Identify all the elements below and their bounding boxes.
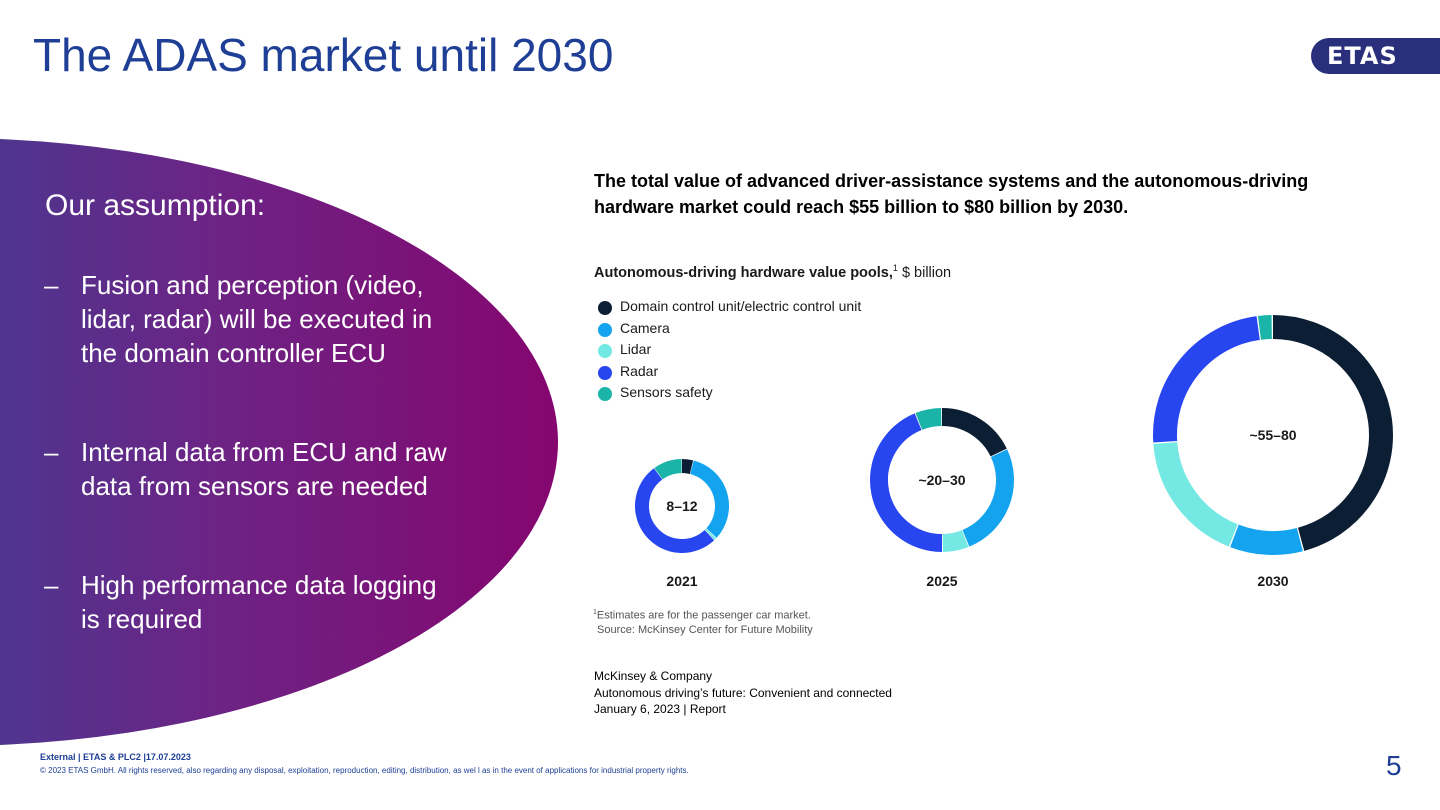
chart-title: Autonomous-driving hardware value pools,… <box>594 263 951 281</box>
donut-year-label: 2030 <box>1257 573 1288 589</box>
donut-segment-camera <box>689 460 729 538</box>
bullet-text: Fusion and perception (video, lidar, rad… <box>81 270 433 368</box>
legend-swatch <box>598 387 612 401</box>
donut-segment-lidar <box>704 528 717 540</box>
donut-segment-radar <box>1153 316 1261 443</box>
donut-charts: 8–12 2021 ~20–30 2025 ~55–80 2030 <box>635 315 1393 589</box>
bullet-dash: – <box>44 570 59 600</box>
etas-logo: ETAS <box>1311 38 1440 74</box>
bullet-text: High performance data logging is require… <box>81 570 437 634</box>
legend-label: Lidar <box>620 341 652 357</box>
bullet-text: Internal data from ECU and raw data from… <box>81 437 447 501</box>
footer-copyright: © 2023 ETAS GmbH. All rights reserved, a… <box>40 766 689 775</box>
bullet-dash: – <box>44 437 59 467</box>
footer-classification: External | ETAS & PLC2 |17.07.2023 <box>40 752 191 762</box>
donut-segment-camera <box>962 449 1014 547</box>
legend-swatch <box>598 365 612 380</box>
donut-year-label: 2021 <box>666 573 697 589</box>
chart-title-unit: $ billion <box>897 264 952 281</box>
footnote-sup: 1 <box>593 609 597 616</box>
assumption-panel: Our assumption: – Fusion and perception … <box>0 138 558 746</box>
donut-total-label: ~55–80 <box>1249 427 1296 443</box>
assumption-heading: Our assumption: <box>45 189 266 222</box>
legend-label: Radar <box>620 362 659 379</box>
chart-headline: The total value of advanced driver-assis… <box>594 171 1309 217</box>
donut-segment-radar <box>870 413 943 552</box>
legend-label: Camera <box>620 319 670 336</box>
footnote-text: Estimates are for the passenger car mark… <box>596 609 811 622</box>
donut-segment-radar <box>635 468 715 553</box>
page-number: 5 <box>1386 750 1402 781</box>
source-citation: McKinsey & Company Autonomous driving’s … <box>594 668 892 718</box>
legend-label: Sensors safety <box>620 384 713 400</box>
donut-segment-lidar <box>1153 441 1238 547</box>
donut-total-label: ~20–30 <box>918 472 965 488</box>
donut-year-label: 2025 <box>926 573 957 589</box>
donut-segment-domain <box>681 459 694 474</box>
donut-total-label: 8–12 <box>666 498 697 514</box>
donut-segment-lidar <box>942 530 969 552</box>
chart-title-sup: 1 <box>892 263 898 273</box>
donut-segment-domain <box>1272 315 1393 551</box>
chart-footnote: 1Estimates are for the passenger car mar… <box>593 606 813 637</box>
source-article: Autonomous driving’s future: Convenient … <box>594 685 892 700</box>
donut-segment-sensors <box>654 459 683 480</box>
legend-swatch <box>598 301 612 315</box>
page-title: The ADAS market until 2030 <box>33 29 614 81</box>
bullet-dash: – <box>44 270 59 300</box>
legend-swatch <box>598 344 612 358</box>
source-date: January 6, 2023 | Report <box>594 702 726 716</box>
donut-segment-sensors <box>1257 315 1273 340</box>
chart-title-text: Autonomous-driving hardware value pools, <box>594 264 893 281</box>
source-publisher: McKinsey & Company <box>594 669 713 683</box>
footnote-source: Source: McKinsey Center for Future Mobil… <box>597 623 813 636</box>
donut-segment-camera <box>1230 524 1303 555</box>
donut-segment-domain <box>941 408 1007 457</box>
legend-swatch <box>598 322 612 337</box>
donut-segment-sensors <box>915 408 942 430</box>
legend-label: Domain control unit/electric control uni… <box>620 298 862 314</box>
